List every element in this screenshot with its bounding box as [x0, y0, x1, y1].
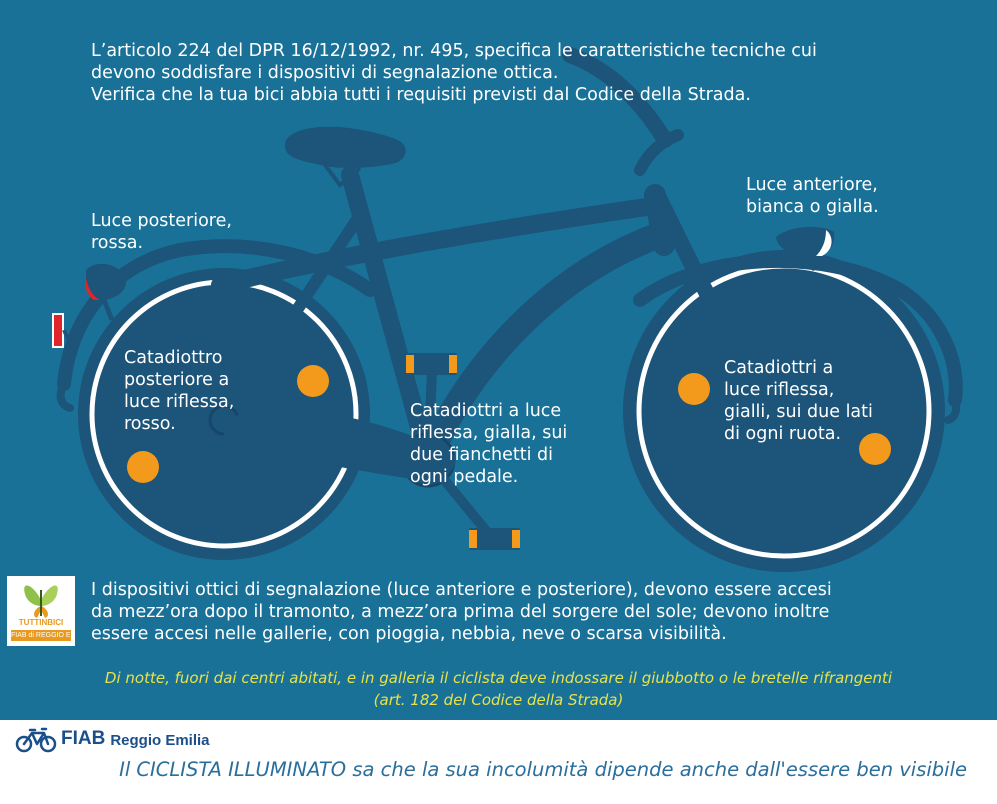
- front-wheel-reflector-left: [678, 373, 710, 405]
- label-line: bianca o gialla.: [746, 197, 879, 217]
- rear-wheel-reflector-lower: [127, 451, 159, 483]
- stem: [634, 129, 684, 176]
- rear-light: [85, 263, 127, 321]
- lighting-rules-text: I dispositivi ottici di segnalazione (lu…: [91, 579, 891, 645]
- label-line: Catadiottri a: [724, 358, 834, 378]
- footer: FIAB Reggio Emilia Il CICLISTA ILLUMINAT…: [0, 720, 997, 804]
- head-tube: [644, 184, 675, 256]
- crank-arm-up: [423, 367, 437, 465]
- label-line: Luce anteriore,: [746, 175, 878, 195]
- bicycle-icon: [15, 727, 57, 753]
- front-wheel-reflector-right: [859, 433, 891, 465]
- lower-pedal: [469, 528, 520, 550]
- rear-fender-tail: [56, 380, 74, 412]
- rules-line-1: I dispositivi ottici di segnalazione (lu…: [91, 580, 832, 600]
- front-light: [776, 226, 835, 272]
- intro-line-1: L’articolo 224 del DPR 16/12/1992, nr. 4…: [91, 41, 817, 61]
- vest-note-line-2: (art. 182 del Codice della Strada): [373, 691, 624, 709]
- label-line: riflessa, gialla, sui: [410, 423, 568, 443]
- label-line: Catadiottro: [124, 348, 223, 368]
- rear-wheel-reflector-upper: [297, 365, 329, 397]
- front-light-label: Luce anteriore, bianca o gialla.: [746, 174, 879, 218]
- seat-post: [344, 169, 366, 221]
- seat-stay: [218, 209, 366, 426]
- crank-arm-down: [423, 455, 497, 543]
- label-line: rossa.: [91, 233, 144, 253]
- fork: [652, 192, 792, 419]
- tagline: Il CICLISTA ILLUMINATO sa che la sua inc…: [119, 758, 967, 781]
- logo-subtitle: FIAB di REGGIO E.: [11, 630, 73, 641]
- fiab-city: Reggio Emilia: [110, 732, 210, 749]
- label-line: due fianchetti di: [410, 445, 553, 465]
- wheel-reflector-label: Catadiottri a luce riflessa, gialli, sui…: [724, 357, 873, 445]
- intro-text: L’articolo 224 del DPR 16/12/1992, nr. 4…: [91, 40, 891, 106]
- pedal-reflector-label: Catadiottri a luce riflessa, gialla, sui…: [410, 400, 567, 488]
- fiab-name: FIAB: [61, 728, 106, 749]
- vest-note-line-1: Di notte, fuori dai centri abitati, e in…: [104, 669, 893, 687]
- front-fender-tail: [944, 396, 961, 424]
- label-line: rosso.: [124, 414, 176, 434]
- fiab-logo: FIAB Reggio Emilia: [15, 722, 210, 756]
- label-line: gialli, sui due lati: [724, 402, 873, 422]
- label-line: di ogni ruota.: [724, 424, 842, 444]
- saddle-spring: [323, 163, 362, 188]
- front-hub: [774, 401, 794, 421]
- tuttinbici-logo: TUTTINBICI FIAB di REGGIO E.: [7, 576, 75, 646]
- rules-line-3: essere accesi nelle gallerie, con pioggi…: [91, 624, 727, 644]
- intro-line-3: Verifica che la tua bici abbia tutti i r…: [91, 85, 751, 105]
- upper-pedal: [406, 353, 457, 375]
- label-line: Luce posteriore,: [91, 211, 232, 231]
- butterfly-icon: [24, 585, 58, 618]
- saddle: [284, 126, 406, 168]
- infographic-poster: L’articolo 224 del DPR 16/12/1992, nr. 4…: [0, 0, 997, 720]
- rear-red-reflector: [52, 313, 77, 356]
- bicycle-illustration: [52, 47, 963, 572]
- logo-title: TUTTINBICI: [18, 618, 64, 627]
- handlebar: [562, 47, 673, 148]
- label-line: luce riflessa,: [724, 380, 835, 400]
- label-line: luce riflessa,: [124, 392, 235, 412]
- down-tube: [415, 222, 673, 473]
- intro-line-2: devono soddisfare i dispositivi di segna…: [91, 63, 559, 83]
- label-line: Catadiottri a luce: [410, 401, 562, 421]
- label-line: posteriore a: [124, 370, 230, 390]
- seat-tube: [341, 166, 437, 469]
- label-line: ogni pedale.: [410, 467, 519, 487]
- rules-line-2: da mezz’ora dopo il tramonto, a mezz’ora…: [91, 602, 830, 622]
- reflective-vest-note: Di notte, fuori dai centri abitati, e in…: [0, 667, 997, 711]
- top-tube: [211, 196, 669, 294]
- rear-light-label: Luce posteriore, rossa.: [91, 210, 232, 254]
- rear-reflector-label: Catadiottro posteriore a luce riflessa, …: [124, 347, 234, 435]
- chain-guard: [224, 409, 456, 481]
